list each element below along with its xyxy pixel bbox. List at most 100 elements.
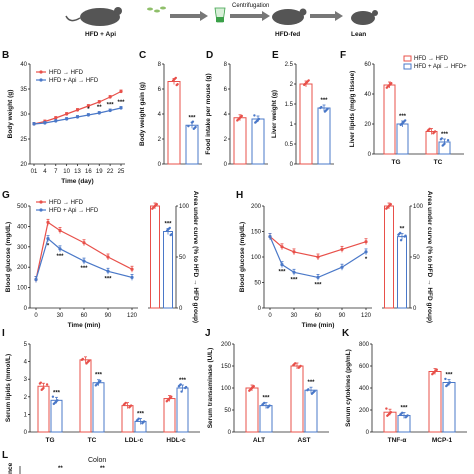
b-ylabel: Body weight (g) [7, 90, 14, 139]
g-legend-label: HFD → HFD [49, 200, 84, 206]
j-bar [290, 365, 304, 433]
g-point [106, 255, 110, 259]
b-ytick-label: 25 [20, 137, 27, 143]
g-ylabel-right: Area under curve (% to HFD → HFD group) [192, 191, 199, 323]
g-point [130, 267, 134, 271]
h-point [340, 265, 344, 269]
j-ytick-label: 200 [221, 342, 232, 348]
i-dot [124, 401, 127, 405]
tube-icon [214, 7, 226, 23]
l-star-2: ** [100, 466, 105, 472]
i-bar [79, 359, 92, 433]
e-ylabel: Liver weight (g) [271, 90, 278, 138]
f-dot [446, 139, 450, 142]
k-dot [406, 414, 409, 417]
letter-e: E [272, 50, 279, 61]
f-ylabel: Liver lipids (mg/g tissue) [349, 71, 356, 148]
f-legend-swatch [403, 63, 412, 70]
c-ytick-label: 8 [158, 62, 162, 68]
i-dot [129, 404, 133, 407]
i-sig-star: *** [179, 378, 187, 384]
i-bar [163, 398, 176, 433]
g-ytick-label: 300 [17, 245, 28, 251]
k-dot [448, 381, 452, 384]
f-sig-star: *** [399, 114, 407, 120]
h-auc-bar [384, 205, 394, 309]
mouse-icon-mid [272, 8, 307, 25]
b-point [108, 95, 112, 99]
b-legend-label: HFD → HFD [49, 70, 84, 76]
letter-f: F [340, 50, 346, 61]
k-dot [385, 407, 388, 410]
j-bar [259, 405, 273, 433]
h-xtick-label: 90 [339, 313, 346, 319]
b-point [54, 116, 58, 120]
h-ytick-label: 50 [254, 281, 261, 287]
b-legend-marker [39, 78, 43, 82]
g-ytick-label: 400 [17, 224, 28, 230]
h-ylabel: Blood glucose (mg/dL) [239, 222, 246, 292]
j-ytick-label: 100 [221, 386, 232, 392]
pill-icon [147, 6, 166, 13]
k-bar [428, 371, 442, 433]
h-point [364, 250, 368, 254]
f-ytick-label: 20 [364, 122, 371, 128]
j-bar [304, 389, 318, 433]
letter-k: K [342, 328, 350, 339]
g-xtick-label: 60 [81, 313, 88, 319]
h-auc-dot [389, 203, 392, 206]
h-auc-ytick-label: 50 [413, 255, 420, 261]
k-dot [444, 377, 447, 381]
b-point [75, 115, 80, 119]
h-xtick-label: 0 [268, 313, 272, 319]
b-point [119, 89, 123, 94]
h-point [316, 275, 320, 279]
j-bar [245, 387, 259, 433]
c-ytick-label: 0 [158, 162, 162, 168]
h-point [316, 255, 320, 259]
l-ylabel: nce [7, 462, 14, 474]
f-dot [404, 119, 407, 122]
i-dot [99, 379, 102, 383]
letter-d: D [206, 50, 213, 61]
i-bar [37, 385, 50, 433]
h-point [292, 270, 296, 274]
k-sig-star: *** [445, 373, 453, 379]
b-point [86, 104, 90, 108]
d-ytick-label: 0 [224, 162, 228, 168]
k-ytick-label: 0 [366, 430, 370, 436]
c-sig-star: *** [188, 115, 196, 121]
h-point [340, 247, 344, 251]
c-dot [191, 120, 195, 123]
letter-l: L [2, 450, 8, 461]
f-ytick-label: 0 [368, 152, 372, 158]
h-point [292, 250, 296, 254]
g-point [46, 220, 50, 224]
g-auc-bar [150, 205, 160, 309]
i-dot [81, 357, 85, 361]
h-auc-ytick-label: 0 [413, 306, 417, 312]
d-dot [240, 114, 243, 118]
schematic-label-right: Lean [351, 31, 366, 38]
f-bar [425, 131, 438, 155]
j-dot [268, 404, 271, 407]
h-sig-star: *** [290, 277, 298, 283]
l-title: Colon [88, 457, 106, 464]
c-ytick-label: 4 [158, 112, 162, 118]
letter-i: I [2, 328, 5, 339]
h-series-line [269, 236, 367, 279]
h-point [268, 235, 272, 239]
k-ytick-label: 800 [359, 342, 370, 348]
b-point [119, 106, 123, 110]
j-category-label: ALT [253, 437, 265, 444]
letter-g: G [2, 190, 10, 201]
i-dot [56, 399, 59, 402]
i-dot [87, 359, 91, 362]
e-ytick-label: 0.5 [285, 142, 294, 148]
g-auc-dot [155, 203, 158, 206]
j-dot [313, 389, 316, 393]
h-point [280, 245, 284, 249]
d-bar [233, 117, 247, 165]
i-bar [92, 382, 105, 433]
